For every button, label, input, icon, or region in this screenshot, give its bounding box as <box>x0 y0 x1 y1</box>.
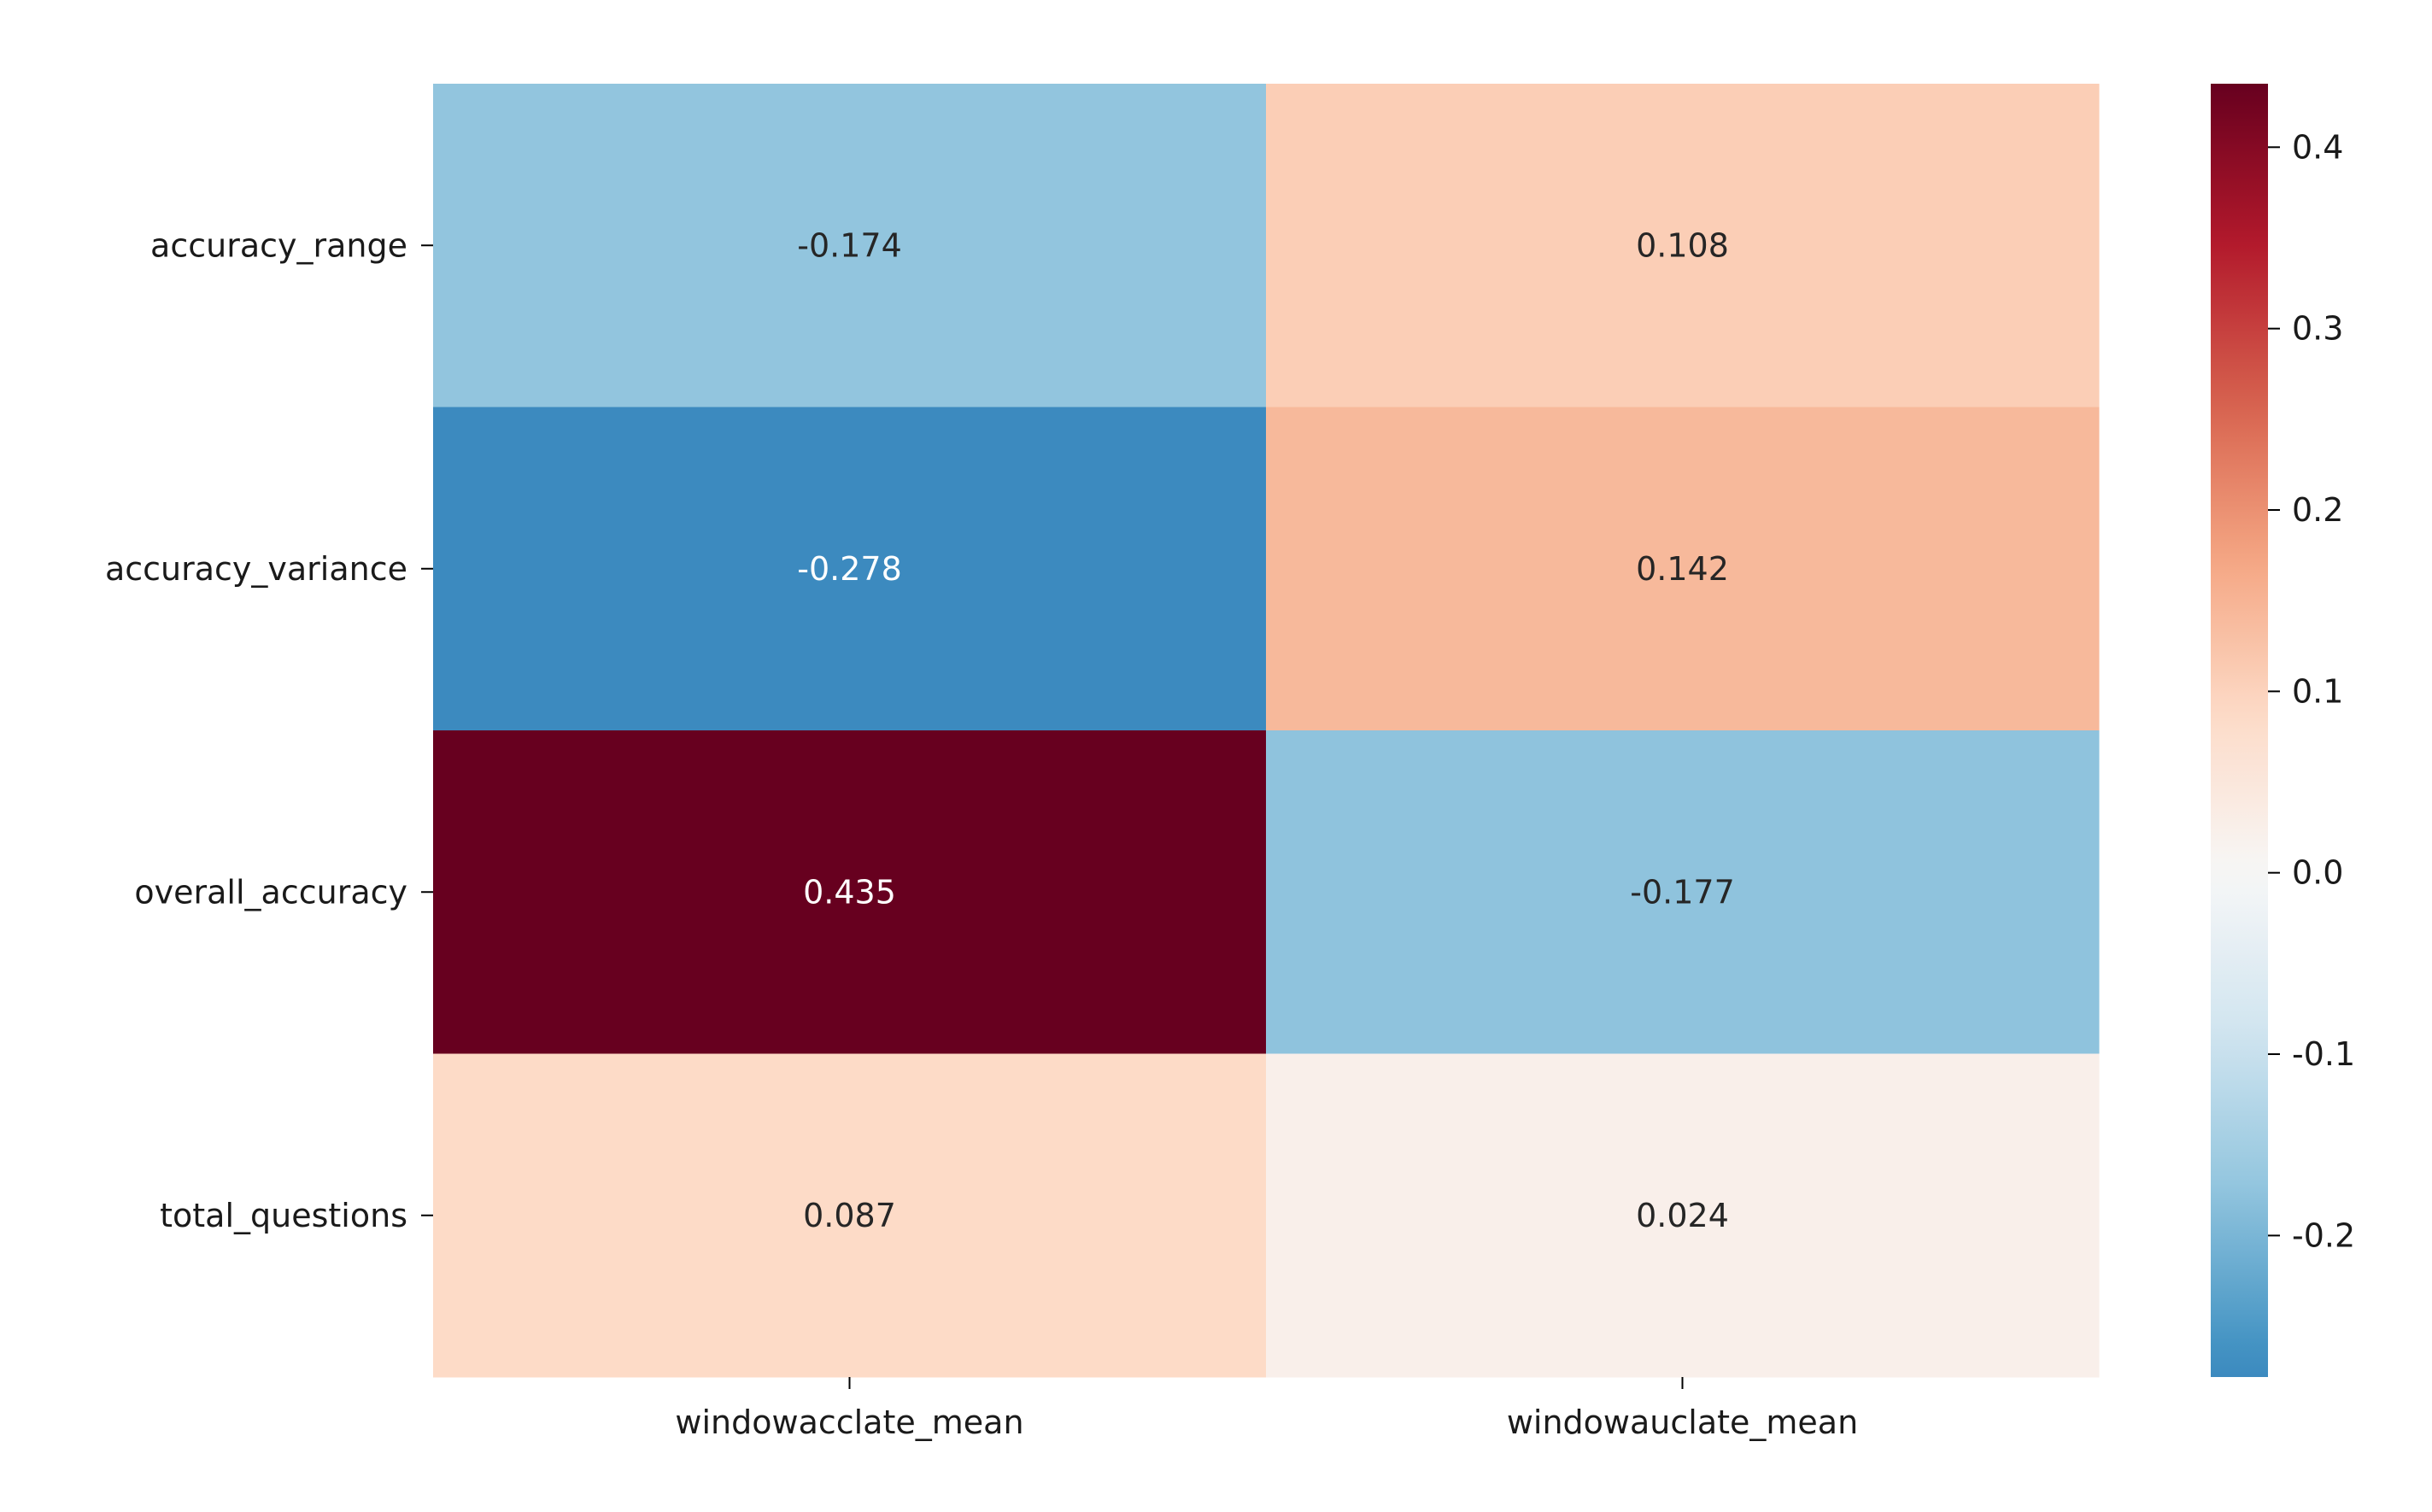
heatmap-cell: 0.087 <box>433 1053 1267 1378</box>
heatmap-cell: -0.174 <box>433 84 1267 407</box>
colorbar-tick-label: -0.1 <box>2292 1035 2355 1073</box>
x-axis: windowacclate_mean windowauclate_mean <box>675 1377 1858 1441</box>
colorbar-tick-label: -0.2 <box>2292 1216 2355 1254</box>
heatmap-cell-rect <box>433 84 1267 407</box>
heatmap-cells: -0.174 0.108 -0.278 0.142 0.435 -0.177 0.087 0.… <box>433 84 2100 1378</box>
heatmap-cell: -0.278 <box>433 407 1267 731</box>
heatmap-cell: 0.435 <box>433 730 1267 1054</box>
cell-value-label: 0.087 <box>803 1197 896 1234</box>
x-tick-label: windowacclate_mean <box>675 1404 1023 1441</box>
colorbar-tick-label: 0.1 <box>2292 672 2343 710</box>
heatmap-cell: 0.108 <box>1266 84 2100 407</box>
colorbar-gradient <box>2211 84 2268 1377</box>
heatmap-cell: 0.024 <box>1266 1053 2100 1378</box>
x-tick-label: windowauclate_mean <box>1507 1404 1858 1441</box>
cell-value-label: 0.435 <box>803 873 896 911</box>
cell-value-label: 0.142 <box>1636 550 1729 588</box>
y-tick-label: total_questions <box>160 1197 407 1234</box>
heatmap-cell-rect <box>1266 1053 2100 1378</box>
colorbar-tick-label: 0.0 <box>2292 854 2343 892</box>
heatmap-cell: 0.142 <box>1266 407 2100 731</box>
heatmap-cell-rect <box>1266 730 2100 1054</box>
cell-value-label: 0.108 <box>1636 226 1729 264</box>
colorbar-tick-label: 0.2 <box>2292 491 2343 529</box>
heatmap-cell-rect <box>433 730 1267 1054</box>
cell-value-label: -0.177 <box>1630 873 1735 911</box>
colorbar-tick-label: 0.4 <box>2292 128 2343 166</box>
y-axis: accuracy_range accuracy_variance overall_a… <box>105 226 433 1234</box>
cell-value-label: -0.174 <box>797 226 902 264</box>
cell-value-label: -0.278 <box>797 550 902 588</box>
heatmap-cell-rect <box>1266 84 2100 407</box>
colorbar-tick-label: 0.3 <box>2292 310 2343 348</box>
heatmap-cell: -0.177 <box>1266 730 2100 1054</box>
cell-value-label: 0.024 <box>1636 1197 1729 1234</box>
colorbar: -0.2 -0.1 0.0 0.1 0.2 0.3 0.4 <box>2211 84 2355 1377</box>
y-tick-label: accuracy_variance <box>105 550 407 588</box>
heatmap-cell-rect <box>1266 407 2100 731</box>
heatmap-cell-rect <box>433 1053 1267 1378</box>
y-tick-label: overall_accuracy <box>134 873 407 911</box>
y-tick-label: accuracy_range <box>150 226 407 264</box>
heatmap-cell-rect <box>433 407 1267 731</box>
